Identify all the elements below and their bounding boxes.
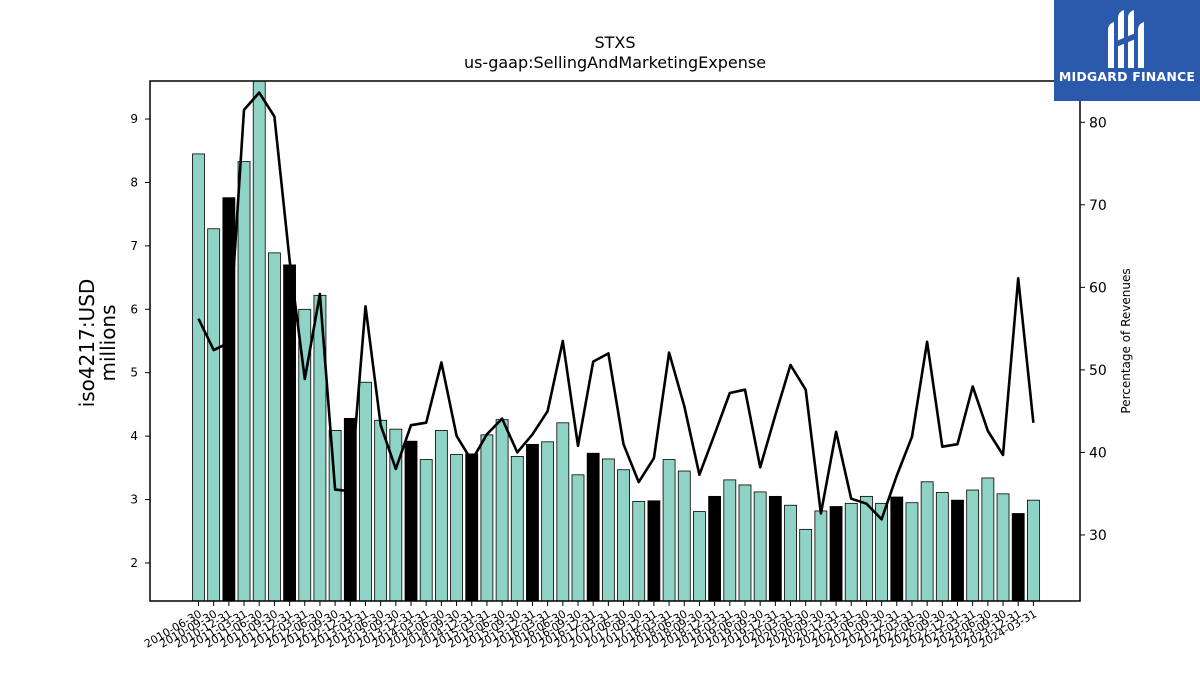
logo-text: MIDGARD FINANCE (1058, 69, 1196, 84)
right-tick-label: 70 (1089, 198, 1107, 214)
bar-2016-09-30 (571, 474, 585, 601)
left-tick-label: 8 (130, 175, 138, 189)
bar-2018-03-31 (662, 459, 676, 601)
right-axis: 30 40 50 60 70 80 (1080, 115, 1107, 544)
left-tick-label: 5 (130, 366, 138, 380)
percentage-line (197, 91, 1035, 521)
bar-2019-09-30 (753, 491, 767, 601)
midgard-logo: MIDGARD FINANCE (1054, 0, 1200, 101)
bar-2020-03-31 (784, 504, 797, 601)
bar-2018-06-30 (677, 470, 691, 601)
bar-2016-12-31 (586, 452, 600, 601)
right-tick-label: 60 (1089, 280, 1107, 296)
bar-2011-06-30 (252, 81, 266, 601)
bar-2016-06-30 (556, 422, 570, 601)
line-layer (197, 91, 1035, 521)
right-tick-label: 40 (1089, 445, 1107, 461)
bar-2014-03-31 (419, 459, 433, 601)
bar-2020-06-30 (799, 528, 813, 601)
midgard-logo-icon (1108, 10, 1144, 68)
bar-2010-12-31 (222, 197, 236, 601)
bar-2018-09-30 (693, 511, 706, 601)
bar-2019-12-31 (768, 495, 782, 601)
bar-2013-03-31 (359, 381, 372, 601)
bar-2011-09-30 (267, 252, 281, 601)
left-tick-label: 3 (130, 493, 138, 507)
bar-2015-03-31 (480, 434, 494, 601)
bar-2015-09-30 (510, 456, 524, 601)
bar-2013-12-31 (404, 440, 418, 601)
bar-2021-06-30 (860, 495, 873, 601)
left-tick-label: 2 (130, 556, 138, 570)
bar-2013-06-30 (374, 419, 388, 601)
left-tick-label: 4 (130, 429, 138, 443)
x-axis: 2010-06-302010-09-302010-12-312011-03-31… (142, 601, 1039, 651)
bar-2010-06-30 (192, 153, 205, 601)
bar-2012-03-31 (298, 308, 312, 601)
bar-2023-03-31 (966, 489, 980, 601)
bar-2016-03-31 (541, 441, 555, 601)
bar-2012-09-30 (328, 430, 342, 601)
bar-2022-06-30 (920, 481, 934, 601)
bar-2023-06-30 (981, 477, 995, 601)
bar-2023-12-31 (1011, 513, 1025, 601)
bar-2017-03-31 (601, 458, 615, 601)
bar-2015-06-30 (495, 419, 509, 601)
bars-layer (192, 81, 1040, 601)
bar-2021-03-31 (844, 502, 858, 601)
bar-2022-12-31 (951, 499, 964, 601)
bar-2014-12-31 (465, 453, 479, 601)
bar-2011-12-31 (283, 264, 296, 601)
left-tick-label: 9 (130, 112, 138, 126)
right-tick-label: 50 (1089, 363, 1107, 379)
bar-2014-09-30 (450, 454, 463, 601)
right-tick-label: 30 (1089, 528, 1107, 544)
left-axis-label-line1: iso4217:USD (75, 279, 99, 408)
bar-2021-12-31 (890, 496, 904, 601)
bar-2020-09-30 (814, 510, 828, 601)
bar-2010-09-30 (207, 228, 221, 601)
bar-2015-12-31 (526, 443, 539, 601)
chart-title: STXS (594, 33, 635, 52)
bar-2023-09-30 (996, 493, 1010, 601)
left-tick-label: 6 (130, 302, 138, 316)
right-axis-label: Percentage of Revenues (1119, 268, 1133, 413)
bar-2018-12-31 (708, 495, 722, 601)
bar-2017-09-30 (632, 501, 646, 601)
chart-subtitle: us-gaap:SellingAndMarketingExpense (464, 53, 766, 72)
bar-2019-03-31 (723, 479, 737, 601)
bar-2011-03-31 (237, 161, 251, 601)
left-tick-label: 7 (130, 239, 138, 253)
bar-2020-12-31 (829, 506, 843, 601)
bar-2022-09-30 (935, 492, 949, 601)
bar-2021-09-30 (875, 502, 888, 601)
bar-2022-03-31 (905, 502, 919, 601)
bar-2017-06-30 (617, 469, 630, 601)
right-tick-label: 80 (1089, 115, 1107, 131)
bar-2024-03-31 (1027, 499, 1040, 601)
left-axis: 2 3 4 5 6 7 8 9 (130, 112, 150, 570)
bar-2017-12-31 (647, 500, 661, 601)
plot-frame (149, 80, 1081, 602)
left-axis-label-line2: millions (96, 304, 120, 381)
bar-2019-06-30 (738, 484, 752, 601)
bar-2014-06-30 (434, 430, 448, 601)
